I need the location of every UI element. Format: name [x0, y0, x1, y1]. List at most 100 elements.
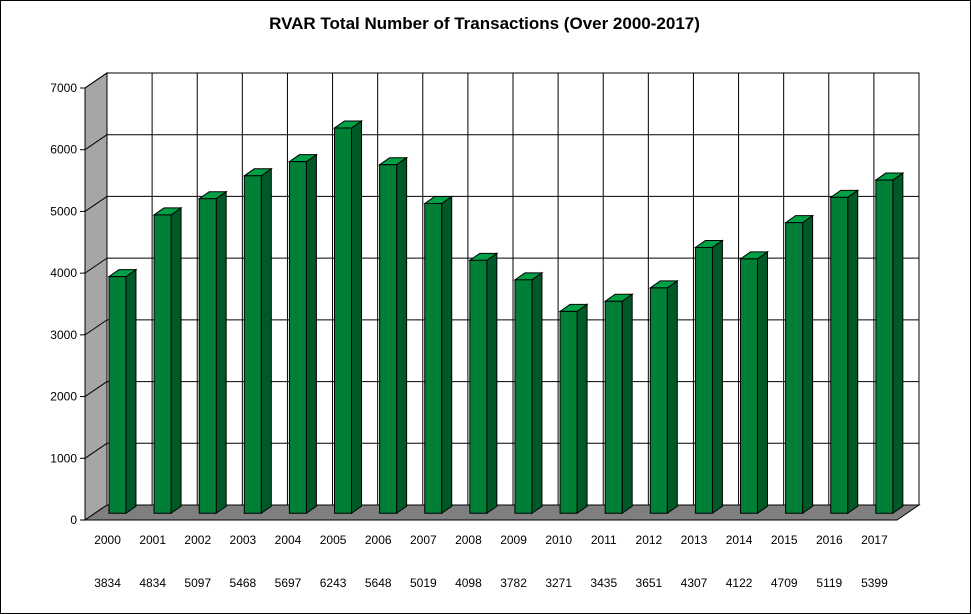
- bar-2007: [423, 195, 454, 515]
- x-tick-label: 2011: [591, 533, 617, 547]
- x-tick-label: 2008: [455, 533, 482, 547]
- x-tick-label: 2002: [184, 533, 211, 547]
- bar-2016: [829, 189, 860, 515]
- bar-front: [243, 175, 262, 514]
- y-axis-ticks: 0 1000 2000 3000 4000 5000 6000 7000: [50, 81, 85, 527]
- bar-2002: [197, 190, 228, 515]
- h-gridline-side: [84, 72, 108, 89]
- x-tick-label: 2014: [726, 533, 753, 547]
- value-label: 4834: [139, 576, 166, 590]
- bar-2012: [648, 279, 679, 515]
- bar-side: [486, 252, 498, 515]
- x-tick-label: 2004: [275, 533, 302, 547]
- bar-2006: [378, 156, 409, 515]
- bar-2010: [558, 303, 589, 515]
- bar-front: [740, 258, 759, 514]
- bar-side: [802, 214, 814, 515]
- bar-front: [875, 179, 894, 514]
- bar-front: [514, 279, 533, 514]
- x-tick-label: 2000: [94, 533, 121, 547]
- chart-gridlines: [84, 72, 919, 505]
- bar-side: [892, 172, 904, 515]
- bar-front: [153, 214, 172, 514]
- bar-front: [198, 198, 217, 514]
- bar-side: [711, 239, 723, 515]
- h-gridline-side: [84, 319, 108, 336]
- y-tick-label: 3000: [50, 328, 77, 342]
- chart-title: RVAR Total Number of Transactions (Over …: [269, 14, 700, 33]
- x-tick-label: 2012: [636, 533, 663, 547]
- bar-2014: [738, 250, 770, 515]
- y-tick-label: 0: [70, 513, 77, 527]
- value-label: 4307: [681, 576, 708, 590]
- bar-front: [469, 259, 488, 514]
- bar-2008: [468, 252, 499, 515]
- bar-2009: [513, 271, 544, 515]
- h-gridline-side: [84, 134, 108, 151]
- bar-front: [694, 246, 713, 514]
- bar-front: [288, 161, 307, 514]
- y-tick-label: 1000: [50, 451, 77, 465]
- value-label: 5648: [365, 576, 392, 590]
- value-label: 5119: [816, 576, 842, 590]
- x-tick-label: 2005: [320, 533, 347, 547]
- value-label: 3782: [500, 576, 527, 590]
- value-label: 4709: [771, 576, 798, 590]
- x-tick-label: 2017: [861, 533, 888, 547]
- bar-front: [379, 164, 398, 514]
- bar-side: [305, 153, 317, 515]
- h-gridline-side: [84, 196, 108, 212]
- bar-2013: [693, 239, 724, 515]
- bar-front: [108, 276, 127, 514]
- bar-side: [531, 271, 543, 515]
- value-label: 5697: [275, 576, 302, 590]
- x-tick-label: 2010: [545, 533, 572, 547]
- y-tick-label: 6000: [50, 143, 77, 157]
- bar-side: [396, 156, 408, 515]
- value-label: 3834: [94, 576, 121, 590]
- h-gridline-side: [84, 381, 108, 397]
- value-label: 6243: [320, 576, 347, 590]
- bar-2001: [152, 206, 183, 515]
- y-tick-label: 7000: [50, 81, 77, 95]
- x-tick-label: 2006: [365, 533, 392, 547]
- bar-front: [559, 310, 578, 514]
- bar-side: [441, 195, 453, 515]
- value-labels: 3834 4834 5097 5468 5697 6243 5648 5019 4098 3782…: [94, 576, 888, 590]
- chart-bars: [107, 120, 905, 515]
- bar-front: [424, 203, 443, 514]
- bar-2015: [784, 214, 815, 515]
- bar-side: [125, 268, 137, 515]
- y-tick-label: 5000: [50, 204, 77, 218]
- value-label: 5399: [861, 576, 888, 590]
- x-tick-label: 2009: [500, 533, 527, 547]
- bar-2017: [874, 172, 905, 515]
- value-label: 3435: [590, 576, 617, 590]
- bar-2000: [107, 268, 138, 515]
- value-label: 4098: [455, 576, 482, 590]
- value-label: 4122: [726, 576, 753, 590]
- y-tick-label: 4000: [50, 266, 77, 280]
- left-wall: [84, 72, 108, 521]
- value-label: 5097: [184, 576, 211, 590]
- bar-front: [649, 287, 668, 514]
- bar-2003: [242, 167, 273, 515]
- bar-side: [666, 279, 678, 515]
- value-label: 5019: [410, 576, 437, 590]
- bar-side: [351, 120, 363, 515]
- bar-2004: [287, 153, 318, 515]
- x-axis-ticks: 2000 2001 2002 2003 2004 2005 2006 2007 2008 2009…: [94, 533, 888, 547]
- value-label: 5468: [230, 576, 257, 590]
- h-gridline-side: [84, 257, 108, 274]
- x-tick-label: 2007: [410, 533, 437, 547]
- bar-side: [847, 189, 859, 515]
- bar-side: [576, 303, 588, 515]
- bar-side: [170, 206, 182, 515]
- bar-2005: [332, 120, 364, 515]
- value-label: 3271: [545, 576, 572, 590]
- x-tick-label: 2015: [771, 533, 798, 547]
- bar-front: [830, 196, 849, 514]
- x-tick-label: 2003: [230, 533, 257, 547]
- bar-side: [757, 250, 769, 515]
